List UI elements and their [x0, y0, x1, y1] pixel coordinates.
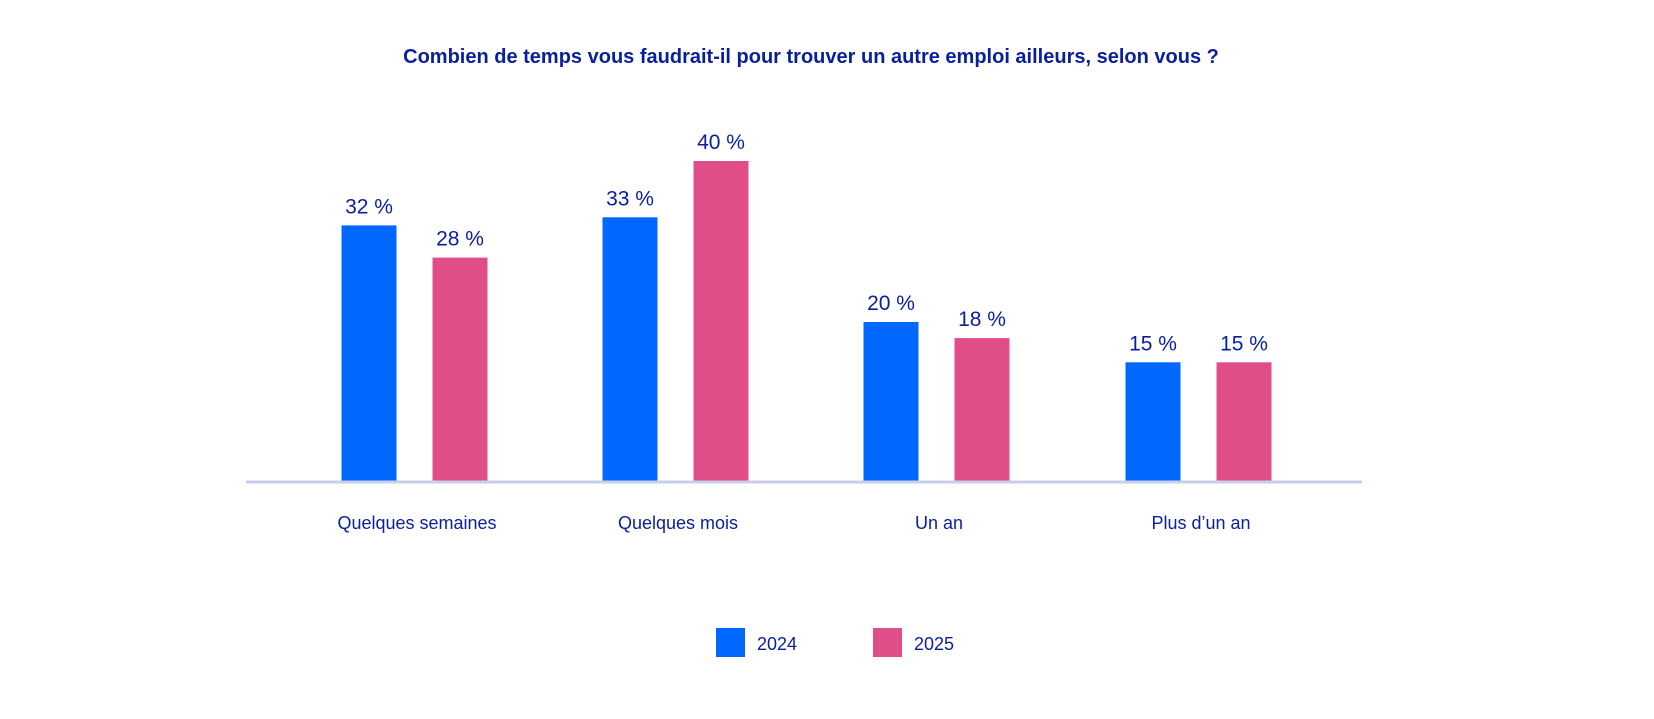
legend-swatch-2025	[873, 628, 902, 657]
bars-layer	[341, 161, 1272, 484]
labels-layer: 32 % 33 % 20 % 15 % 28 % 40 % 18 % 15 % Quelques…	[337, 131, 1267, 533]
data-label-2025-1: 40 %	[697, 131, 745, 154]
bar-2024-2	[863, 322, 919, 483]
data-label-2025-0: 28 %	[436, 228, 484, 251]
data-label-2024-3: 15 %	[1129, 332, 1177, 355]
data-label-2025-3: 15 %	[1220, 332, 1268, 355]
legend-label-2025: 2025	[914, 634, 954, 654]
category-label-2: Un an	[915, 513, 963, 533]
bar-2024-0	[341, 225, 397, 483]
legend-label-2024: 2024	[757, 634, 797, 654]
data-label-2025-2: 18 %	[958, 308, 1006, 331]
bar-2024-3	[1125, 362, 1181, 484]
bar-2025-2	[954, 338, 1010, 483]
bar-2025-3	[1216, 362, 1272, 484]
bar-2025-0	[432, 257, 488, 483]
category-label-3: Plus d’un an	[1151, 513, 1250, 533]
bar-2024-1	[602, 217, 658, 484]
data-label-2024-0: 32 %	[345, 195, 393, 218]
bar-2025-1	[693, 161, 749, 483]
data-label-2024-1: 33 %	[606, 187, 654, 210]
data-label-2024-2: 20 %	[867, 292, 915, 315]
chart-title: Combien de temps vous faudrait-il pour t…	[403, 46, 1219, 68]
category-label-1: Quelques mois	[618, 513, 738, 533]
category-label-0: Quelques semaines	[337, 513, 496, 533]
legend: 2024 2025	[716, 628, 954, 657]
legend-swatch-2024	[716, 628, 745, 657]
